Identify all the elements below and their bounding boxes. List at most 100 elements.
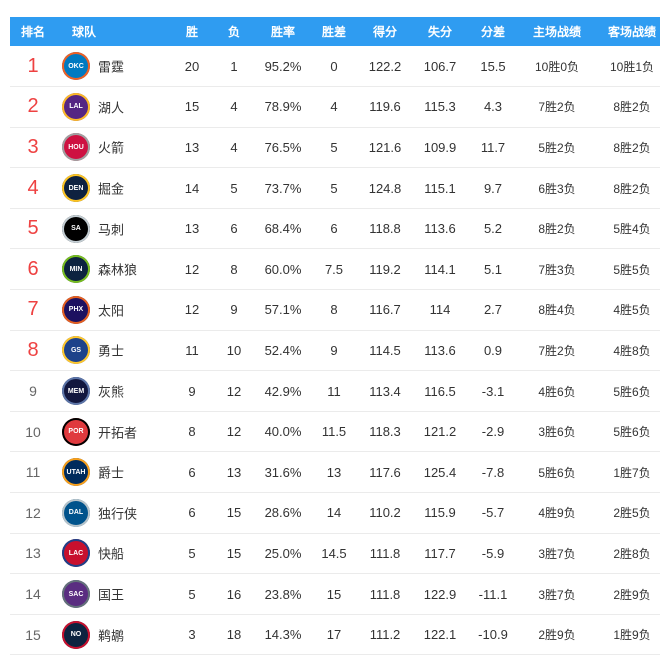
cell-away: 1胜9负 xyxy=(596,614,660,656)
cell-pf: 116.7 xyxy=(358,289,412,331)
team-name[interactable]: 湖人 xyxy=(98,100,125,116)
table-row[interactable]: 7 PHX 太阳 12 9 57.1% 8 116.7 114 2.7 8胜4负 4胜5负 xyxy=(10,289,660,331)
table-row[interactable]: 11 UTAH 爵士 6 13 31.6% 13 117.6 125.4 -7.8 5胜6负 1胜7负 xyxy=(10,451,660,494)
cell-losses: 13 xyxy=(212,451,256,494)
cell-team: NO 鹈鹕 xyxy=(56,614,172,656)
cell-away: 5胜6负 xyxy=(596,411,660,453)
cell-team: OKC 雷霆 xyxy=(56,46,172,88)
cell-losses: 15 xyxy=(212,492,256,534)
table-row[interactable]: 8 GS 勇士 11 10 52.4% 9 114.5 113.6 0.9 7胜2负 4胜8负 xyxy=(10,330,660,372)
table-row[interactable]: 3 HOU 火箭 13 4 76.5% 5 121.6 109.9 11.7 5胜2负 8胜2负 xyxy=(10,127,660,169)
table-body: 1 OKC 雷霆 20 1 95.2% 0 122.2 106.7 15.5 10胜0负 10胜1负 2… xyxy=(10,46,660,656)
team-logo[interactable]: PHX xyxy=(62,295,90,324)
team-name[interactable]: 勇士 xyxy=(98,343,125,359)
team-logo[interactable]: UTAH xyxy=(62,458,90,487)
cell-rank: 2 xyxy=(10,86,56,128)
team-name[interactable]: 鹈鹕 xyxy=(98,628,125,644)
cell-home: 4胜9负 xyxy=(518,492,596,534)
cell-gb: 14.5 xyxy=(310,533,358,575)
cell-rank: 5 xyxy=(10,208,56,250)
cell-pf: 121.6 xyxy=(358,127,412,169)
cell-pct: 42.9% xyxy=(256,370,310,412)
team-name[interactable]: 掘金 xyxy=(98,181,125,197)
table-row[interactable]: 1 OKC 雷霆 20 1 95.2% 0 122.2 106.7 15.5 10胜0负 10胜1负 xyxy=(10,46,660,88)
team-logo[interactable]: DAL xyxy=(62,498,90,527)
rank-number: 4 xyxy=(27,176,39,199)
cell-pf: 114.5 xyxy=(358,330,412,372)
cell-away: 1胜7负 xyxy=(596,451,660,494)
team-name[interactable]: 国王 xyxy=(98,587,125,603)
team-logo[interactable]: OKC xyxy=(62,52,90,81)
rank-number: 10 xyxy=(25,423,41,440)
cell-gb: 11.5 xyxy=(310,411,358,453)
rank-number: 15 xyxy=(25,626,41,643)
table-row[interactable]: 10 POR 开拓者 8 12 40.0% 11.5 118.3 121.2 -2.9 3胜6负 5胜… xyxy=(10,411,660,453)
team-logo[interactable]: DEN xyxy=(62,174,90,203)
cell-pct: 23.8% xyxy=(256,573,310,615)
team-logo[interactable]: MEM xyxy=(62,377,90,406)
cell-wins: 15 xyxy=(172,86,212,128)
team-logo[interactable]: MIN xyxy=(62,255,90,284)
team-name[interactable]: 马刺 xyxy=(98,222,125,238)
cell-diff: -11.1 xyxy=(468,573,518,615)
cell-home: 8胜2负 xyxy=(518,208,596,250)
table-row[interactable]: 13 LAC 快船 5 15 25.0% 14.5 111.8 117.7 -5.9 3胜7负 2胜8… xyxy=(10,533,660,575)
cell-pct: 73.7% xyxy=(256,167,310,209)
team-logo[interactable]: POR xyxy=(62,417,90,446)
cell-gb: 6 xyxy=(310,208,358,250)
rank-number: 13 xyxy=(25,545,41,562)
table-row[interactable]: 5 SA 马刺 13 6 68.4% 6 118.8 113.6 5.2 8胜2负 5胜4负 xyxy=(10,208,660,250)
cell-wins: 3 xyxy=(172,614,212,656)
table-row[interactable]: 15 NO 鹈鹕 3 18 14.3% 17 111.2 122.1 -10.9 2胜9负 1胜9负 xyxy=(10,614,660,656)
team-name[interactable]: 灰熊 xyxy=(98,384,125,400)
rank-number: 5 xyxy=(27,217,39,240)
cell-gb: 11 xyxy=(310,370,358,412)
cell-away: 8胜2负 xyxy=(596,127,660,169)
cell-pa: 122.9 xyxy=(412,573,468,615)
team-name[interactable]: 森林狼 xyxy=(98,262,138,278)
team-name[interactable]: 独行侠 xyxy=(98,506,138,522)
cell-losses: 12 xyxy=(212,411,256,453)
team-logo[interactable]: SAC xyxy=(62,580,90,609)
team-logo[interactable]: LAC xyxy=(62,539,90,568)
table-row[interactable]: 4 DEN 掘金 14 5 73.7% 5 124.8 115.1 9.7 6胜3负 8胜2负 xyxy=(10,167,660,209)
team-logo[interactable]: SA xyxy=(62,214,90,243)
cell-wins: 13 xyxy=(172,127,212,169)
cell-losses: 15 xyxy=(212,533,256,575)
team-logo[interactable]: GS xyxy=(62,336,90,365)
cell-team: DEN 掘金 xyxy=(56,167,172,209)
cell-pct: 95.2% xyxy=(256,46,310,88)
standings-page: 排名 球队胜负胜率 胜差 得分 失分 分差 主场战绩 客场战绩 1 OKC 雷霆 20 1 95.2% 0… xyxy=(10,17,660,656)
cell-wins: 9 xyxy=(172,370,212,412)
cell-rank: 11 xyxy=(10,451,56,494)
team-logo[interactable]: NO xyxy=(62,620,90,649)
team-logo[interactable]: LAL xyxy=(62,92,90,121)
cell-gb: 13 xyxy=(310,451,358,494)
cell-diff: -2.9 xyxy=(468,411,518,453)
cell-wins: 20 xyxy=(172,46,212,88)
column-header: 主场战绩 xyxy=(532,25,581,39)
table-row[interactable]: 9 MEM 灰熊 9 12 42.9% 11 113.4 116.5 -3.1 4胜6负 5胜6负 xyxy=(10,370,660,412)
table-row[interactable]: 12 DAL 独行侠 6 15 28.6% 14 110.2 115.9 -5.7 4胜9负 2胜5负 xyxy=(10,492,660,534)
cell-pf: 118.8 xyxy=(358,208,412,250)
cell-away: 2胜8负 xyxy=(596,533,660,575)
team-name[interactable]: 太阳 xyxy=(98,303,125,319)
cell-team: POR 开拓者 xyxy=(56,411,172,453)
team-name[interactable]: 爵士 xyxy=(98,465,125,481)
cell-gb: 4 xyxy=(310,86,358,128)
cell-pct: 14.3% xyxy=(256,614,310,656)
cell-pf: 111.2 xyxy=(358,614,412,656)
team-logo[interactable]: HOU xyxy=(62,133,90,162)
table-row[interactable]: 6 MIN 森林狼 12 8 60.0% 7.5 119.2 114.1 5.1 7胜3负 5胜5负 xyxy=(10,248,660,291)
team-name[interactable]: 火箭 xyxy=(98,140,125,156)
team-name[interactable]: 雷霆 xyxy=(98,59,125,75)
cell-pct: 31.6% xyxy=(256,451,310,494)
cell-diff: -5.9 xyxy=(468,533,518,575)
cell-team: SAC 国王 xyxy=(56,573,172,615)
cell-rank: 4 xyxy=(10,167,56,209)
team-name[interactable]: 快船 xyxy=(98,546,125,562)
team-name[interactable]: 开拓者 xyxy=(98,425,138,441)
table-row[interactable]: 2 LAL 湖人 15 4 78.9% 4 119.6 115.3 4.3 7胜2负 8胜2负 xyxy=(10,86,660,128)
table-row[interactable]: 14 SAC 国王 5 16 23.8% 15 111.8 122.9 -11.1 3胜7负 2胜9负 xyxy=(10,573,660,615)
cell-pa: 114 xyxy=(412,289,468,331)
